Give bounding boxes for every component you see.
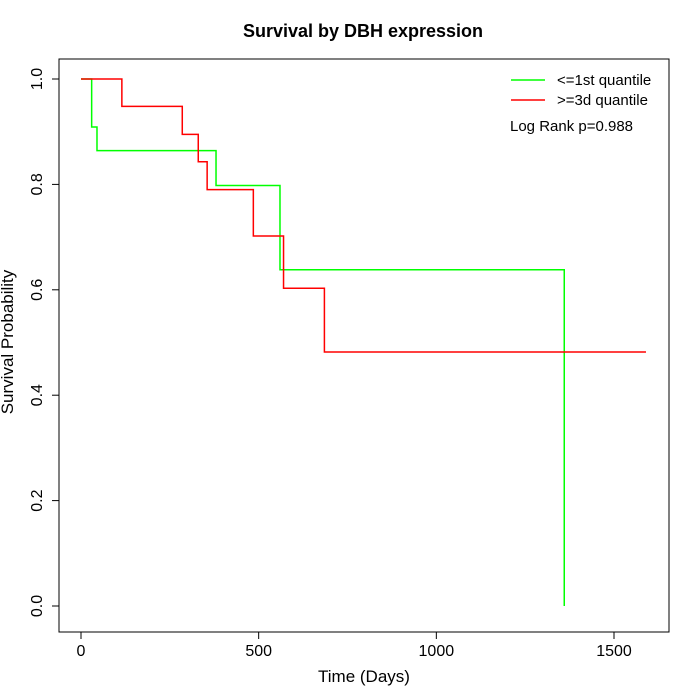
y-tick-label: 1.0 [29,68,46,90]
legend: <=1st quantile >=3d quantile [511,72,651,109]
y-axis-title: Survival Probability [0,269,17,414]
y-tick-label: 0.0 [29,595,46,617]
y-axis: 0.0 0.2 0.4 0.6 0.8 1.0 [29,68,60,617]
series-layer [81,78,646,606]
y-tick-label: 0.2 [29,489,46,511]
y-tick-label: 0.4 [29,384,46,406]
series-line-0 [81,78,566,606]
x-axis: 0 500 1000 1500 [77,631,632,660]
x-tick-label: 0 [77,643,86,660]
legend-label: <=1st quantile [557,72,651,89]
x-axis-title: Time (Days) [318,667,410,686]
chart-title: Survival by DBH expression [243,21,483,41]
x-tick-label: 500 [245,643,272,660]
legend-label: >=3d quantile [557,92,648,109]
y-tick-label: 0.6 [29,279,46,301]
y-tick-label: 0.8 [29,173,46,195]
x-tick-label: 1500 [596,643,632,660]
plot-frame [58,58,670,633]
log-rank-annotation: Log Rank p=0.988 [510,118,633,135]
series-line-1 [81,78,646,353]
x-tick-label: 1000 [419,643,455,660]
